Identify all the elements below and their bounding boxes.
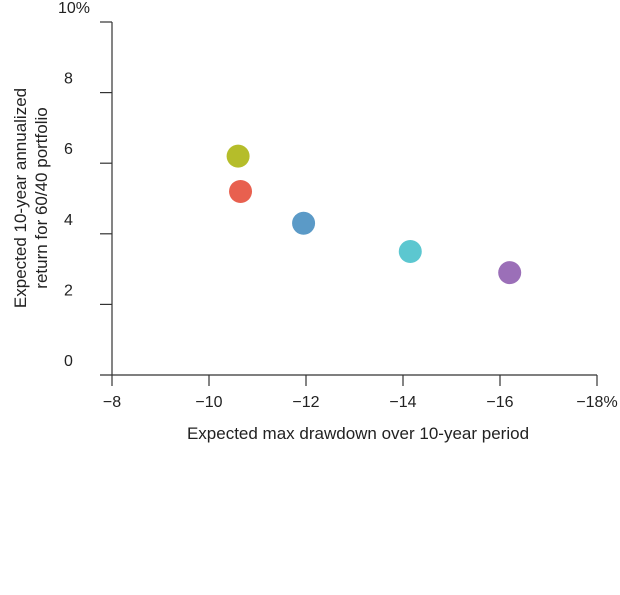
y-tick-label: 4 xyxy=(64,212,73,229)
data-points xyxy=(226,144,522,285)
x-tick-label: −14 xyxy=(389,394,416,411)
y-tick-label: 10% xyxy=(58,0,90,17)
x-tick-label: −16 xyxy=(486,394,513,411)
data-point-2 xyxy=(229,179,253,203)
x-axis: −8 −10 −12 −14 −16 −18% xyxy=(100,374,618,411)
x-axis-title: Expected max drawdown over 10-year perio… xyxy=(187,424,529,443)
x-tick-label: −12 xyxy=(292,394,319,411)
data-point-4 xyxy=(398,239,422,263)
x-tick-label: −8 xyxy=(103,394,121,411)
y-axis: 0 2 4 6 8 10% xyxy=(58,0,113,375)
data-point-3 xyxy=(292,211,316,235)
x-tick-label: −10 xyxy=(195,394,222,411)
y-tick-label: 6 xyxy=(64,141,73,158)
y-axis-title-line-1: Expected 10-year annualized xyxy=(11,88,30,308)
y-tick-label: 2 xyxy=(64,282,73,299)
y-tick-label: 8 xyxy=(64,71,73,88)
y-ticks: 0 2 4 6 8 10% xyxy=(58,0,112,370)
y-axis-title-line-2: return for 60/40 portfolio xyxy=(32,107,51,288)
data-point-1 xyxy=(226,144,250,168)
data-point-5 xyxy=(498,261,522,285)
x-tick-label: −18% xyxy=(576,394,617,411)
x-ticks: −8 −10 −12 −14 −16 −18% xyxy=(103,375,618,411)
y-axis-title: Expected 10-year annualized return for 6… xyxy=(11,88,51,308)
y-tick-label: 0 xyxy=(64,353,73,370)
